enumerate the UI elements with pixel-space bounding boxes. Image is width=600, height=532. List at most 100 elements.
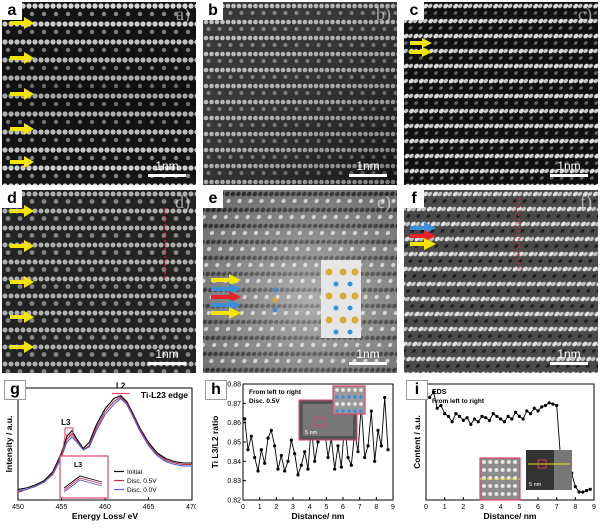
data-point	[283, 469, 287, 473]
x-tick-label: 3	[480, 504, 484, 511]
data-point	[313, 459, 317, 463]
inset-series-line	[63, 477, 103, 491]
peak-label-l2: L2	[116, 381, 126, 390]
y-tick-label: 0.85	[227, 440, 241, 447]
inset-atom	[359, 388, 363, 392]
data-point	[458, 414, 462, 418]
inset-atom	[482, 468, 486, 472]
chart-panel-i: 0 1 2 3 4 5 6 7 8 9 Distance/ nm Content / a.u. EDS F…	[404, 378, 598, 530]
data-point	[439, 403, 443, 408]
x-tick-label: 1	[258, 504, 262, 511]
tem-panel-c: c c) 1nm	[404, 2, 598, 185]
inset-atom	[347, 409, 351, 413]
data-point	[435, 406, 439, 410]
inset-series-line	[63, 475, 103, 489]
data-point	[510, 417, 514, 421]
x-tick-label: 0	[424, 504, 428, 511]
inset-atom	[506, 468, 511, 472]
x-tick-label: 4	[308, 504, 312, 511]
data-point	[499, 417, 503, 421]
x-tick-label: 9	[391, 504, 395, 511]
x-tick-label: 450	[12, 504, 24, 511]
x-tick-label: 5	[517, 504, 521, 511]
scale-bar-c: 1nm	[550, 160, 588, 177]
lattice-image	[404, 190, 598, 373]
inset-atom	[513, 468, 517, 472]
data-point	[555, 403, 559, 408]
series-line	[17, 395, 192, 490]
panel-ghost-label-b: b)	[376, 4, 391, 24]
chart-panel-h: 0 1 2 3 4 5 6 7 8 9 0.82 0.83 0.84 0.85 0.86 0.87 0.88 Di…	[203, 378, 397, 530]
x-tick-label: 0	[241, 504, 245, 511]
x-tick-label: 460	[99, 504, 111, 511]
lattice-image	[2, 190, 196, 373]
data-point	[303, 450, 307, 454]
lattice-image	[203, 190, 397, 373]
inset-atom	[488, 460, 493, 464]
inset-atom	[506, 484, 511, 488]
annotation-text: From left to right	[432, 398, 485, 405]
data-point	[528, 412, 533, 416]
inset-atom	[359, 395, 363, 399]
inset-atom	[494, 492, 499, 496]
x-axis-label: Distance/ nm	[484, 511, 537, 521]
chart-ti-ratio: 0 1 2 3 4 5 6 7 8 9 0.82 0.83 0.84 0.85 0.86 0.87 0.88 Di…	[210, 382, 395, 522]
inset-atom	[500, 468, 505, 472]
data-point	[249, 434, 253, 438]
legend-entry: Disc. 0.0V	[127, 487, 157, 494]
y-axis-label: Content / a.u.	[412, 415, 422, 469]
inset-atom	[513, 460, 517, 464]
panel-ghost-label-e: e)	[377, 192, 391, 212]
data-point	[356, 450, 360, 454]
crystal-model-atoms	[325, 268, 359, 335]
x-tick-label: 7	[555, 504, 559, 511]
inset-atom	[347, 395, 351, 399]
inset-atom	[341, 409, 345, 413]
x-tick-label: 5	[324, 504, 328, 511]
scale-bar-label: 1nm	[155, 347, 179, 361]
data-point	[551, 402, 555, 406]
legend-entry: Disc. 0.5V	[127, 478, 157, 485]
l3-zoom-box	[64, 427, 74, 436]
y-tick-label: 0.84	[227, 459, 241, 466]
data-point	[253, 455, 257, 460]
data-point	[256, 469, 260, 473]
data-point	[532, 406, 536, 410]
data-point	[326, 455, 330, 460]
y-tick-label: 0.86	[227, 420, 241, 427]
panel-label-i: i	[406, 380, 428, 400]
x-tick-label: 6	[536, 504, 540, 511]
x-tick-label: 6	[341, 504, 345, 511]
inset-atom	[500, 492, 505, 496]
data-point	[316, 440, 320, 444]
inset-atom	[506, 460, 511, 464]
annotation-text: Disc. 0.5V	[249, 398, 280, 405]
panel-ghost-label-a: a)	[176, 4, 190, 24]
chart-panel-g: 450 455 460 465 470 Energy Loss/ eV Intensity …	[2, 378, 196, 530]
data-point	[336, 444, 340, 448]
peak-label-l3: L3	[61, 418, 71, 427]
data-point	[450, 420, 454, 424]
scale-bar-e: 1nm	[349, 348, 387, 365]
inset-atom	[359, 402, 363, 406]
inset-atom	[482, 484, 486, 488]
inset-atom	[341, 395, 345, 399]
data-point	[293, 452, 297, 456]
inset-atom	[488, 468, 493, 472]
yellow-arrows	[10, 17, 34, 168]
inset-atom	[488, 492, 493, 496]
data-point	[491, 412, 495, 416]
x-tick-label: 2	[461, 504, 465, 511]
inset-atom	[513, 484, 517, 488]
chart-title: Ti-L23 edge	[141, 390, 188, 400]
inset-atom	[335, 409, 339, 413]
data-point	[363, 455, 367, 460]
data-point	[547, 401, 551, 405]
chart-ti-l23-edge: 450 455 460 465 470 Energy Loss/ eV Intensity …	[4, 381, 196, 521]
data-point	[289, 438, 293, 442]
data-point	[246, 448, 250, 452]
x-axis-label: Distance/ nm	[292, 511, 345, 521]
data-point	[349, 463, 353, 467]
inset-atom	[494, 460, 499, 464]
lattice-image	[2, 2, 196, 185]
